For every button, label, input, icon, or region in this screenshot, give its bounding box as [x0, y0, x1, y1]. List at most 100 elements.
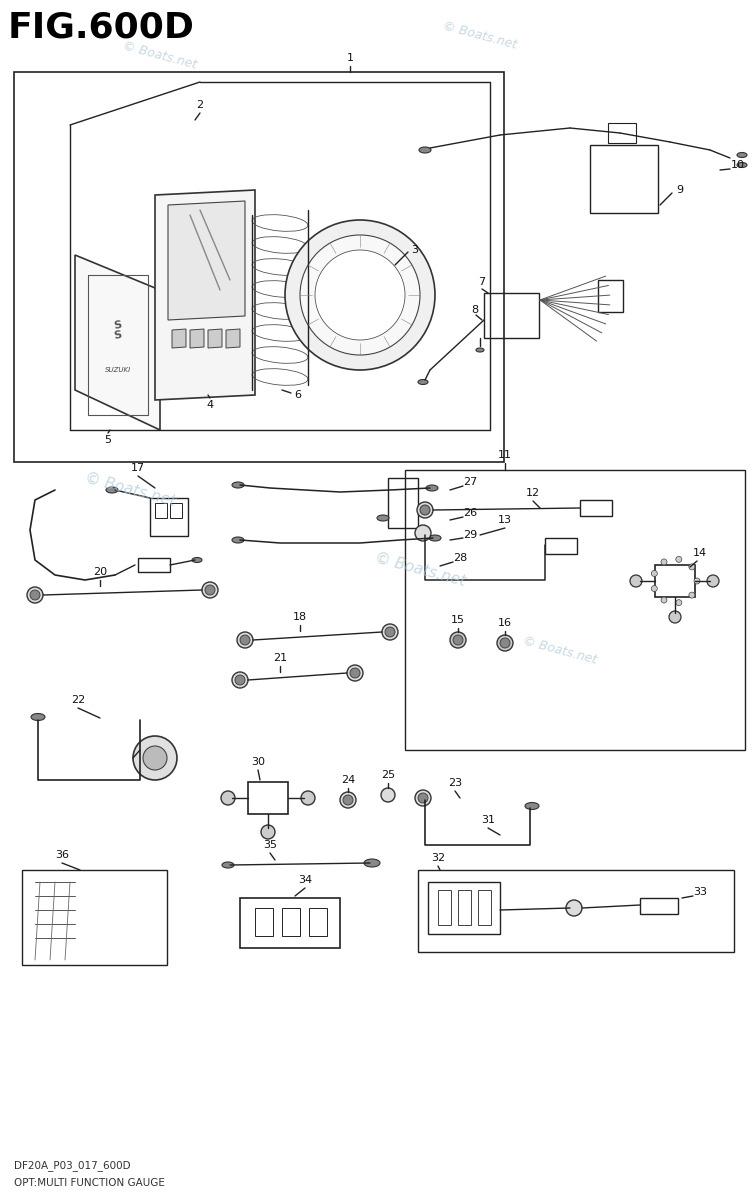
- Text: 34: 34: [298, 875, 312, 886]
- Text: 1: 1: [347, 53, 354, 62]
- Ellipse shape: [476, 348, 484, 352]
- Text: © Boats.net: © Boats.net: [373, 551, 467, 589]
- Text: 29: 29: [463, 530, 477, 540]
- Bar: [170, 503, 182, 518]
- Text: S: S: [113, 329, 123, 341]
- Ellipse shape: [364, 859, 380, 866]
- Bar: [640, 898, 678, 914]
- Ellipse shape: [30, 590, 40, 600]
- Bar: [545, 538, 577, 554]
- Ellipse shape: [689, 564, 695, 570]
- Bar: [14, 72, 504, 462]
- Text: 31: 31: [481, 815, 495, 826]
- Bar: [138, 558, 170, 572]
- Text: 14: 14: [693, 548, 707, 558]
- Text: 10: 10: [731, 160, 745, 170]
- Text: 4: 4: [207, 400, 213, 410]
- Polygon shape: [168, 200, 245, 320]
- Text: © Boats.net: © Boats.net: [83, 470, 177, 509]
- Bar: [438, 890, 451, 925]
- Text: © Boats.net: © Boats.net: [442, 19, 519, 52]
- Text: 3: 3: [412, 245, 418, 254]
- Bar: [240, 898, 340, 948]
- Polygon shape: [172, 329, 186, 348]
- Bar: [282, 908, 300, 936]
- Bar: [590, 145, 658, 214]
- Bar: [248, 782, 288, 814]
- Text: 27: 27: [463, 476, 477, 487]
- Ellipse shape: [300, 235, 420, 355]
- Ellipse shape: [382, 624, 398, 640]
- Ellipse shape: [415, 790, 431, 806]
- Text: 25: 25: [381, 770, 395, 780]
- Bar: [655, 565, 695, 596]
- Ellipse shape: [500, 638, 510, 648]
- Text: SUZUKI: SUZUKI: [105, 367, 131, 373]
- Bar: [608, 122, 636, 143]
- Text: 24: 24: [341, 775, 355, 785]
- Ellipse shape: [707, 575, 719, 587]
- Ellipse shape: [381, 788, 395, 802]
- Ellipse shape: [694, 578, 700, 584]
- Ellipse shape: [232, 538, 244, 542]
- Polygon shape: [226, 329, 240, 348]
- Bar: [405, 470, 745, 750]
- Bar: [580, 500, 612, 516]
- Ellipse shape: [651, 586, 657, 592]
- Text: DF20A_P03_017_600D: DF20A_P03_017_600D: [14, 1160, 130, 1171]
- Text: 6: 6: [295, 390, 302, 400]
- Text: 8: 8: [471, 305, 479, 314]
- Ellipse shape: [676, 600, 682, 606]
- Bar: [388, 478, 418, 528]
- Ellipse shape: [737, 152, 747, 157]
- Ellipse shape: [651, 570, 657, 576]
- Bar: [458, 890, 471, 925]
- Ellipse shape: [737, 162, 747, 168]
- Bar: [309, 908, 327, 936]
- Bar: [150, 498, 188, 536]
- Bar: [155, 503, 167, 518]
- Ellipse shape: [525, 803, 539, 810]
- Bar: [428, 882, 500, 934]
- Ellipse shape: [630, 575, 642, 587]
- Bar: [598, 280, 623, 312]
- Text: 22: 22: [71, 695, 85, 704]
- Text: 16: 16: [498, 618, 512, 628]
- Text: 9: 9: [676, 185, 684, 194]
- Text: 5: 5: [105, 434, 112, 445]
- Ellipse shape: [415, 526, 431, 541]
- Ellipse shape: [453, 635, 463, 646]
- Ellipse shape: [419, 146, 431, 152]
- Text: 32: 32: [431, 853, 445, 863]
- Bar: [478, 890, 491, 925]
- Ellipse shape: [221, 791, 235, 805]
- Ellipse shape: [347, 665, 363, 680]
- Ellipse shape: [315, 250, 405, 340]
- Ellipse shape: [343, 794, 353, 805]
- Ellipse shape: [237, 632, 253, 648]
- Ellipse shape: [232, 482, 244, 488]
- Text: 13: 13: [498, 515, 512, 526]
- Ellipse shape: [192, 558, 202, 563]
- Ellipse shape: [261, 826, 275, 839]
- Bar: [22, 870, 167, 965]
- Ellipse shape: [689, 592, 695, 598]
- Text: FIG.600D: FIG.600D: [8, 10, 195, 44]
- Ellipse shape: [420, 505, 430, 515]
- Polygon shape: [75, 254, 160, 430]
- Text: © Boats.net: © Boats.net: [121, 38, 198, 71]
- Polygon shape: [208, 329, 222, 348]
- Ellipse shape: [240, 635, 250, 646]
- Ellipse shape: [106, 487, 118, 493]
- Ellipse shape: [676, 557, 682, 563]
- Ellipse shape: [385, 626, 395, 637]
- Ellipse shape: [661, 559, 667, 565]
- Text: 20: 20: [93, 566, 107, 577]
- Ellipse shape: [418, 793, 428, 803]
- Text: 36: 36: [55, 850, 69, 860]
- Text: 2: 2: [197, 100, 204, 110]
- Ellipse shape: [429, 535, 441, 541]
- Ellipse shape: [222, 862, 234, 868]
- Text: 30: 30: [251, 757, 265, 767]
- Ellipse shape: [133, 736, 177, 780]
